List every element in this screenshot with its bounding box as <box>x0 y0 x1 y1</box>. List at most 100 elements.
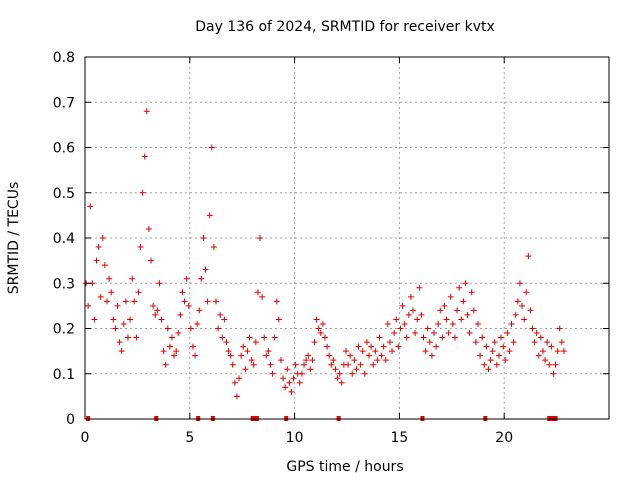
data-point <box>527 307 534 314</box>
data-point <box>315 325 322 332</box>
data-point <box>173 348 180 355</box>
data-point <box>508 320 515 327</box>
data-point <box>498 334 505 341</box>
data-point <box>99 235 106 241</box>
data-point <box>171 352 178 359</box>
data-point <box>244 348 251 355</box>
data-point <box>420 334 427 341</box>
data-point <box>265 348 272 355</box>
data-point <box>282 384 289 391</box>
data-point <box>213 298 219 305</box>
data-point <box>229 361 236 368</box>
data-point <box>227 352 234 359</box>
x-tick-label: 20 <box>495 430 513 446</box>
data-point <box>290 375 297 382</box>
data-point <box>332 366 339 373</box>
data-point <box>129 275 136 282</box>
data-point <box>238 352 245 359</box>
data-point <box>317 330 324 337</box>
data-point <box>87 203 94 210</box>
x-tick-label: 10 <box>286 430 304 446</box>
data-point <box>208 144 215 151</box>
data-point <box>454 307 461 314</box>
data-point <box>351 357 358 364</box>
data-point <box>531 339 538 346</box>
data-point <box>242 366 249 373</box>
data-point <box>424 325 431 332</box>
data-point <box>475 320 481 327</box>
data-point <box>401 320 408 327</box>
data-point <box>447 293 454 300</box>
data-point <box>133 334 140 341</box>
data-point <box>236 375 243 382</box>
data-point <box>342 348 349 355</box>
data-point <box>307 366 314 373</box>
y-tick-label: 0.3 <box>53 276 75 292</box>
data-point <box>466 330 473 337</box>
data-point <box>470 307 477 314</box>
data-point <box>192 352 199 359</box>
data-point <box>519 302 526 309</box>
data-point <box>355 343 362 350</box>
data-point <box>443 316 450 323</box>
data-point <box>240 343 247 350</box>
data-point <box>196 307 203 314</box>
data-point <box>403 334 410 341</box>
data-point <box>529 325 536 332</box>
data-point <box>376 334 383 341</box>
data-point <box>179 289 186 296</box>
data-point <box>397 325 404 332</box>
data-point <box>198 275 205 282</box>
data-point <box>250 361 257 368</box>
data-point <box>399 302 406 309</box>
data-point <box>449 320 456 327</box>
data-point <box>359 348 366 355</box>
data-point <box>535 352 542 359</box>
data-point <box>435 320 442 327</box>
data-point <box>479 334 486 341</box>
data-point <box>292 361 299 368</box>
data-point <box>154 307 161 314</box>
data-point <box>164 325 171 332</box>
data-point <box>185 302 192 309</box>
data-point <box>347 352 354 359</box>
data-point <box>523 289 530 296</box>
data-point <box>334 375 341 382</box>
data-point <box>143 108 150 115</box>
data-point <box>506 348 513 355</box>
y-axis-label: SRMTID / TECUs <box>6 182 22 295</box>
data-point <box>225 348 232 355</box>
data-point <box>363 339 370 346</box>
data-point <box>215 325 222 332</box>
data-point <box>271 334 278 341</box>
data-point <box>116 339 123 346</box>
data-point <box>313 316 320 323</box>
x-axis-label: GPS time / hours <box>286 459 403 475</box>
data-point <box>389 348 396 355</box>
data-point <box>181 298 188 305</box>
data-point <box>407 293 414 300</box>
grid-lines <box>85 57 609 419</box>
data-point <box>512 311 519 318</box>
data-point <box>485 366 492 373</box>
data-point <box>458 316 465 323</box>
data-point <box>106 275 113 282</box>
data-point <box>168 334 175 341</box>
data-point <box>280 375 287 382</box>
chart-title: Day 136 of 2024, SRMTID for receiver kvt… <box>195 19 495 35</box>
data-point <box>405 311 412 318</box>
y-tick-label: 0.5 <box>53 186 75 202</box>
data-point <box>487 357 494 364</box>
data-point <box>187 325 194 332</box>
data-point <box>95 244 102 251</box>
data-point <box>309 357 316 364</box>
data-point <box>85 302 92 309</box>
data-point <box>445 330 452 337</box>
data-point <box>533 330 540 337</box>
y-tick-label: 0.8 <box>53 50 75 66</box>
data-point <box>353 366 360 373</box>
y-tick-label: 0.2 <box>53 322 75 338</box>
data-point <box>183 275 190 282</box>
data-point <box>460 298 467 305</box>
data-point <box>204 298 211 305</box>
